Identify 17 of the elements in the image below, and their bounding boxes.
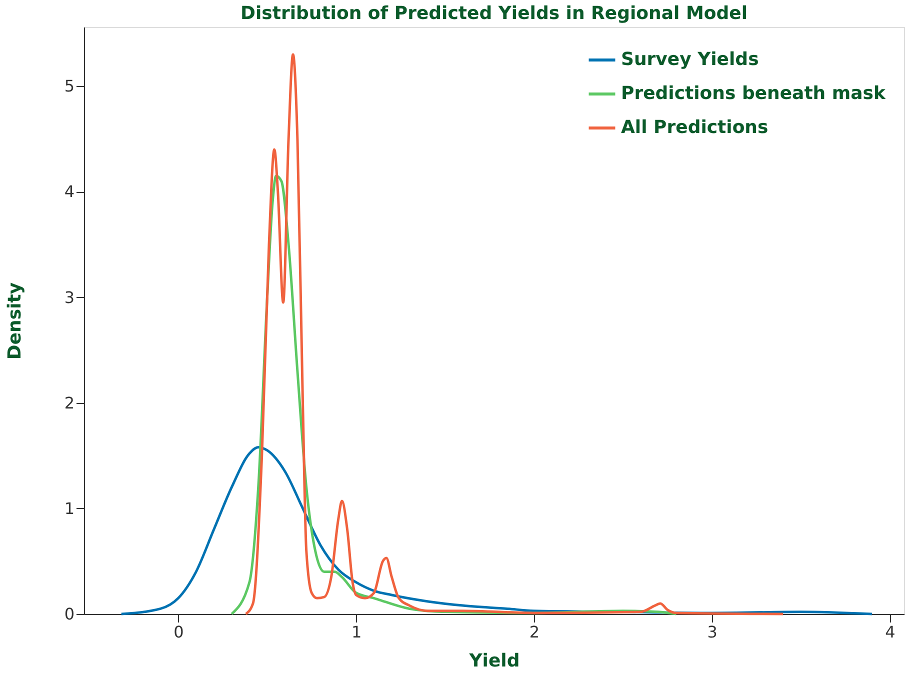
y-tick-label: 0 bbox=[64, 604, 74, 624]
x-axis-title: Yield bbox=[468, 650, 520, 672]
y-tick-label: 1 bbox=[64, 498, 74, 518]
x-tick-label: 0 bbox=[174, 622, 184, 642]
x-tick-label: 1 bbox=[352, 622, 362, 642]
y-tick-label: 2 bbox=[64, 393, 74, 412]
x-tick-label: 2 bbox=[529, 622, 540, 642]
y-tick-label: 3 bbox=[64, 288, 74, 307]
legend-label: Predictions beneath mask bbox=[621, 83, 886, 104]
chart-title: Distribution of Predicted Yields in Regional Model bbox=[240, 3, 748, 24]
y-tick-label: 5 bbox=[64, 76, 74, 96]
legend-label: All Predictions bbox=[621, 117, 768, 138]
x-tick-label: 3 bbox=[707, 622, 718, 642]
legend-label: Survey Yields bbox=[621, 49, 759, 70]
y-axis-title: Density bbox=[4, 282, 26, 360]
x-tick-label: 4 bbox=[885, 622, 896, 642]
y-tick-label: 4 bbox=[64, 182, 74, 202]
